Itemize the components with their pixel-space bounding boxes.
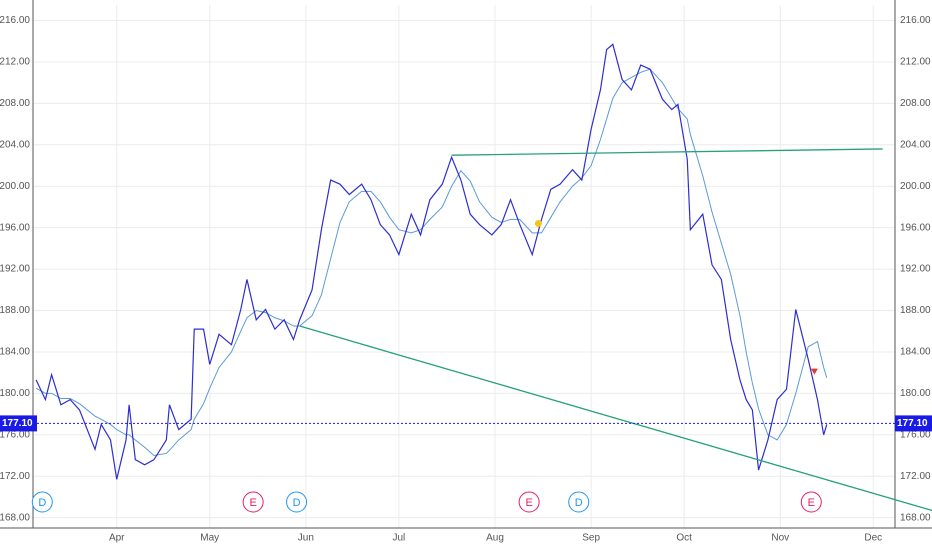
marker (810, 368, 818, 375)
event-label: E (808, 497, 815, 509)
y-tick-label: 172.00 (0, 471, 30, 482)
event-label: D (575, 497, 583, 509)
trend-line (299, 325, 932, 512)
price-line (35, 68, 828, 457)
x-tick-label: Sep (582, 533, 600, 544)
price-tag-label: 177.10 (897, 418, 928, 429)
x-tick-label: May (200, 533, 219, 544)
y-tick-label: 168.00 (0, 512, 30, 523)
y-tick-label: 176.00 (0, 429, 30, 440)
event-label: D (38, 497, 46, 509)
y-tick-label: 212.00 (900, 57, 931, 68)
trend-line (451, 148, 883, 156)
y-tick-label: 204.00 (900, 139, 931, 150)
event-badge (568, 491, 590, 513)
x-tick-label: Dec (864, 533, 882, 544)
y-tick-label: 184.00 (0, 347, 30, 358)
y-tick-label: 216.00 (900, 15, 931, 26)
x-tick-label: Nov (771, 533, 789, 544)
event-badge (242, 491, 264, 513)
x-tick-label: Oct (676, 533, 692, 544)
event-badge (286, 491, 308, 513)
y-tick-label: 200.00 (900, 181, 931, 192)
y-tick-label: 168.00 (900, 512, 931, 523)
event-badge (800, 491, 822, 513)
y-tick-label: 188.00 (900, 305, 931, 316)
x-tick-label: Jun (298, 533, 314, 544)
y-tick-label: 216.00 (0, 15, 30, 26)
event-badge (518, 491, 540, 513)
price-tag (0, 415, 37, 432)
plot-area (35, 43, 828, 480)
x-tick-label: Jul (392, 533, 405, 544)
y-tick-label: 180.00 (900, 388, 931, 399)
y-tick-label: 180.00 (0, 388, 30, 399)
y-tick-label: 172.00 (900, 471, 931, 482)
y-tick-label: 212.00 (0, 57, 30, 68)
y-tick-label: 208.00 (0, 98, 30, 109)
price-tag (895, 415, 932, 432)
event-label: E (525, 497, 532, 509)
event-badge (31, 491, 53, 513)
y-tick-label: 192.00 (0, 264, 30, 275)
y-tick-label: 208.00 (900, 98, 931, 109)
y-tick-label: 192.00 (900, 264, 931, 275)
y-tick-label: 184.00 (900, 347, 931, 358)
y-tick-label: 196.00 (900, 222, 931, 233)
y-tick-label: 200.00 (0, 181, 30, 192)
price-tag-label: 177.10 (2, 418, 33, 429)
price-line (35, 43, 828, 480)
y-tick-label: 188.00 (0, 305, 30, 316)
y-tick-label: 196.00 (0, 222, 30, 233)
x-tick-label: Apr (109, 533, 125, 544)
marker (534, 220, 542, 228)
x-tick-label: Aug (486, 533, 504, 544)
y-tick-label: 204.00 (0, 139, 30, 150)
event-label: E (249, 497, 256, 509)
y-tick-label: 176.00 (900, 429, 931, 440)
event-label: D (293, 497, 301, 509)
